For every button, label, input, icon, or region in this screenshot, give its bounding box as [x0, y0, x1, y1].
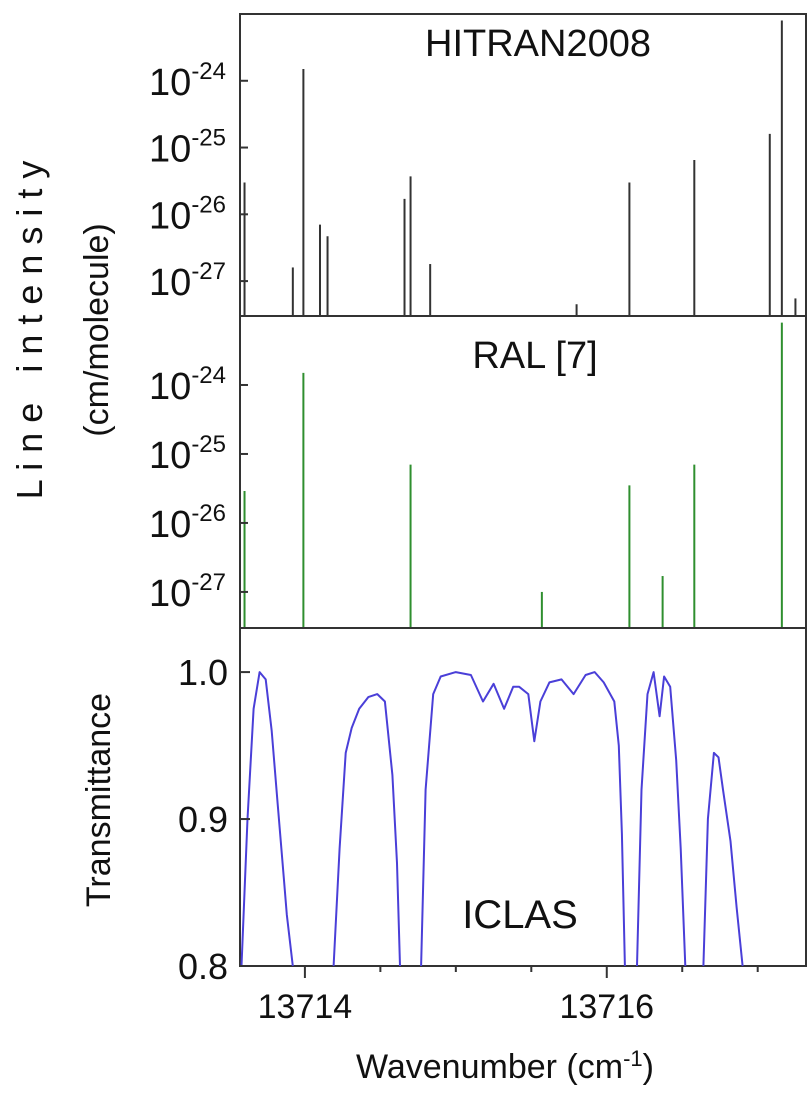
y-tick-base: 10 — [149, 504, 191, 546]
hitran-lines — [243, 20, 797, 316]
y-tick-exponent: -27 — [191, 258, 226, 285]
iclas-panel: 0.8 0.9 1.0 13714 13716 ICLAS — [178, 627, 807, 1026]
y-axis-label-line-intensity: L i n e i n t e n s i t y — [9, 161, 50, 500]
ral-lines — [243, 322, 783, 628]
hitran-title: HITRAN2008 — [425, 23, 651, 65]
y-tick-label-0: 10-24 — [149, 58, 226, 104]
y-tick-exponent: -26 — [191, 500, 226, 527]
y-tick-base: 10 — [149, 195, 191, 237]
y-tick-base: 10 — [149, 62, 191, 104]
y-tick-base: 10 — [149, 366, 191, 408]
y-tick-label-3: 10-27 — [149, 258, 226, 304]
iclas-y-axis: 0.8 0.9 1.0 — [178, 652, 250, 987]
y-tick-base: 10 — [149, 435, 191, 477]
x-axis-label-text: Wavenumber (cm — [356, 1048, 623, 1086]
x-axis-label: Wavenumber (cm-1) — [356, 1046, 654, 1087]
y-axis-label-transmittance: Transmittance — [80, 693, 118, 907]
transmittance-segment-3 — [636, 671, 687, 967]
iclas-plot-frame — [239, 627, 807, 967]
x-tick-label-0: 13714 — [258, 988, 353, 1026]
transmittance-segment-2 — [420, 671, 626, 967]
y-axis-label-units: (cm/molecule) — [78, 223, 116, 436]
y-tick-base: 10 — [149, 262, 191, 304]
y-tick-label-2: 10-26 — [149, 191, 226, 237]
y-tick-label-1: 10-25 — [149, 431, 226, 477]
x-tick-label-1: 13716 — [559, 988, 654, 1026]
x-axis-label-superscript: -1 — [623, 1046, 643, 1071]
ral-title: RAL [7] — [472, 335, 597, 377]
y-tick-exponent: -24 — [191, 58, 226, 85]
transmittance-segment-4 — [702, 751, 744, 967]
y-tick-base: 10 — [149, 129, 191, 171]
x-axis-label-close: ) — [643, 1048, 654, 1086]
y-tick-exponent: -25 — [191, 125, 226, 152]
iclas-transmittance-curve — [240, 671, 744, 967]
y-tick-label-2: 10-26 — [149, 500, 226, 546]
y-tick-label-3: 10-27 — [149, 569, 226, 615]
y-tick-label-2: 1.0 — [178, 652, 228, 693]
y-tick-label-1: 0.9 — [178, 799, 228, 840]
y-tick-exponent: -26 — [191, 191, 226, 218]
y-tick-label-0: 10-24 — [149, 362, 226, 408]
y-tick-base: 10 — [149, 573, 191, 615]
iclas-title: ICLAS — [462, 893, 578, 937]
x-axis: 13714 13716 — [258, 966, 759, 1026]
transmittance-segment-0 — [240, 671, 294, 967]
y-tick-exponent: -27 — [191, 569, 226, 596]
transmittance-segment-1 — [332, 693, 401, 967]
y-tick-label-1: 10-25 — [149, 125, 226, 171]
y-tick-exponent: -24 — [191, 362, 226, 389]
y-tick-exponent: -25 — [191, 431, 226, 458]
y-tick-label-0: 0.8 — [178, 946, 228, 987]
